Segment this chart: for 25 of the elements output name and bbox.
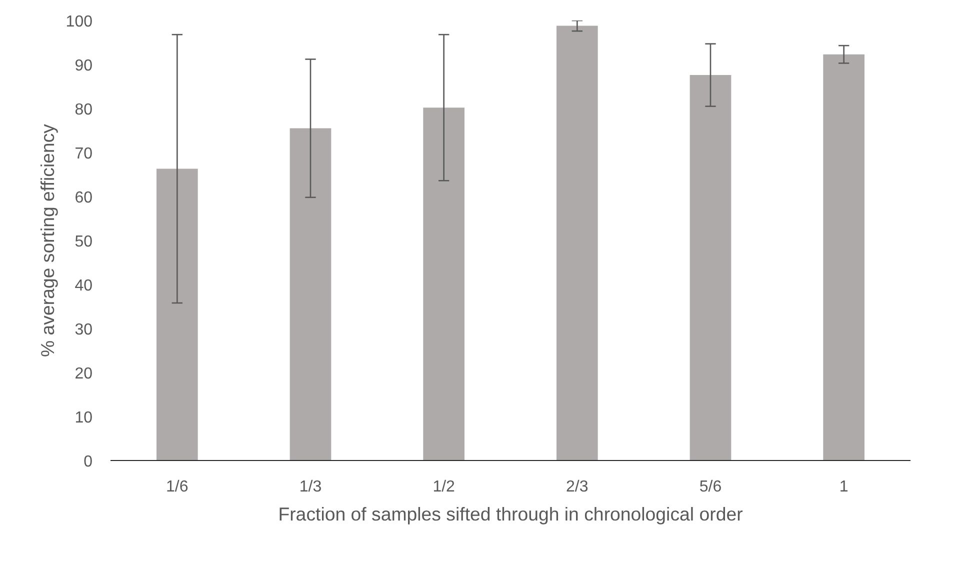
x-tick-label: 5/6 bbox=[699, 478, 722, 496]
bar bbox=[556, 26, 598, 460]
y-tick-label: 90 bbox=[74, 58, 93, 74]
y-tick-label: 20 bbox=[74, 366, 93, 382]
bar bbox=[156, 168, 198, 460]
y-tick-label: 50 bbox=[74, 234, 93, 250]
bar bbox=[423, 108, 464, 460]
y-tick-label: 80 bbox=[74, 102, 93, 118]
x-tick-label: 1 bbox=[839, 478, 848, 496]
x-tick-label: 1/6 bbox=[166, 478, 188, 496]
x-tick-label: 1/3 bbox=[299, 478, 322, 496]
x-tick-label: 2/3 bbox=[566, 478, 588, 496]
y-tick-label: 100 bbox=[66, 14, 93, 30]
y-tick-label: 30 bbox=[74, 322, 93, 338]
y-tick-label: 10 bbox=[74, 410, 93, 426]
bar bbox=[290, 128, 332, 460]
y-tick-label: 60 bbox=[74, 190, 93, 206]
y-tick-label: 40 bbox=[74, 278, 93, 294]
x-axis-title: Fraction of samples sifted through in chronological order bbox=[278, 504, 743, 524]
y-tick-label: 0 bbox=[84, 454, 93, 470]
x-tick-label: 1/2 bbox=[432, 478, 456, 496]
bar bbox=[823, 54, 864, 460]
y-tick-label: 70 bbox=[74, 146, 93, 162]
y-axis-title: % average sorting efficiency bbox=[36, 123, 58, 357]
bar bbox=[690, 75, 732, 460]
